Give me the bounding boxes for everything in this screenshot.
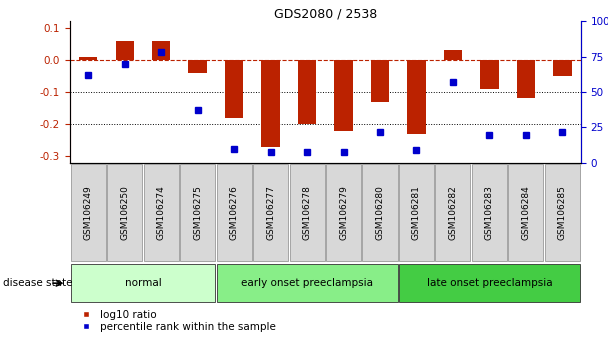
Bar [480, 60, 499, 89]
Bar [334, 60, 353, 131]
FancyBboxPatch shape [472, 164, 507, 261]
Text: GSM106281: GSM106281 [412, 185, 421, 240]
Text: GSM106274: GSM106274 [157, 185, 165, 240]
Bar [298, 60, 316, 124]
Text: GSM106250: GSM106250 [120, 185, 129, 240]
Text: GSM106283: GSM106283 [485, 185, 494, 240]
Text: late onset preeclampsia: late onset preeclampsia [427, 278, 552, 288]
Text: GSM106279: GSM106279 [339, 185, 348, 240]
Bar [407, 60, 426, 134]
Text: early onset preeclampsia: early onset preeclampsia [241, 278, 373, 288]
FancyBboxPatch shape [253, 164, 288, 261]
Text: GSM106277: GSM106277 [266, 185, 275, 240]
Title: GDS2080 / 2538: GDS2080 / 2538 [274, 7, 377, 20]
FancyBboxPatch shape [180, 164, 215, 261]
Text: GSM106280: GSM106280 [376, 185, 384, 240]
FancyBboxPatch shape [107, 164, 142, 261]
Text: disease state: disease state [3, 278, 72, 288]
FancyBboxPatch shape [71, 164, 106, 261]
Bar [79, 57, 97, 60]
Text: GSM106275: GSM106275 [193, 185, 202, 240]
FancyBboxPatch shape [216, 264, 398, 302]
FancyBboxPatch shape [289, 164, 325, 261]
Bar [444, 50, 462, 60]
Bar [371, 60, 389, 102]
FancyBboxPatch shape [216, 164, 252, 261]
FancyBboxPatch shape [508, 164, 544, 261]
Bar [225, 60, 243, 118]
Bar [553, 60, 572, 76]
Bar [152, 41, 170, 60]
Text: GSM106278: GSM106278 [303, 185, 311, 240]
Legend: log10 ratio, percentile rank within the sample: log10 ratio, percentile rank within the … [75, 310, 276, 332]
FancyBboxPatch shape [362, 164, 398, 261]
FancyBboxPatch shape [399, 264, 580, 302]
Bar [517, 60, 535, 98]
Bar [116, 41, 134, 60]
Bar [188, 60, 207, 73]
Bar [261, 60, 280, 147]
FancyBboxPatch shape [399, 164, 434, 261]
Text: GSM106285: GSM106285 [558, 185, 567, 240]
FancyBboxPatch shape [326, 164, 361, 261]
Text: GSM106282: GSM106282 [449, 185, 457, 240]
Text: GSM106284: GSM106284 [522, 185, 530, 240]
Text: GSM106276: GSM106276 [230, 185, 238, 240]
Text: normal: normal [125, 278, 161, 288]
FancyBboxPatch shape [143, 164, 179, 261]
FancyBboxPatch shape [545, 164, 580, 261]
FancyBboxPatch shape [71, 264, 215, 302]
FancyBboxPatch shape [435, 164, 471, 261]
Text: GSM106249: GSM106249 [84, 185, 92, 240]
